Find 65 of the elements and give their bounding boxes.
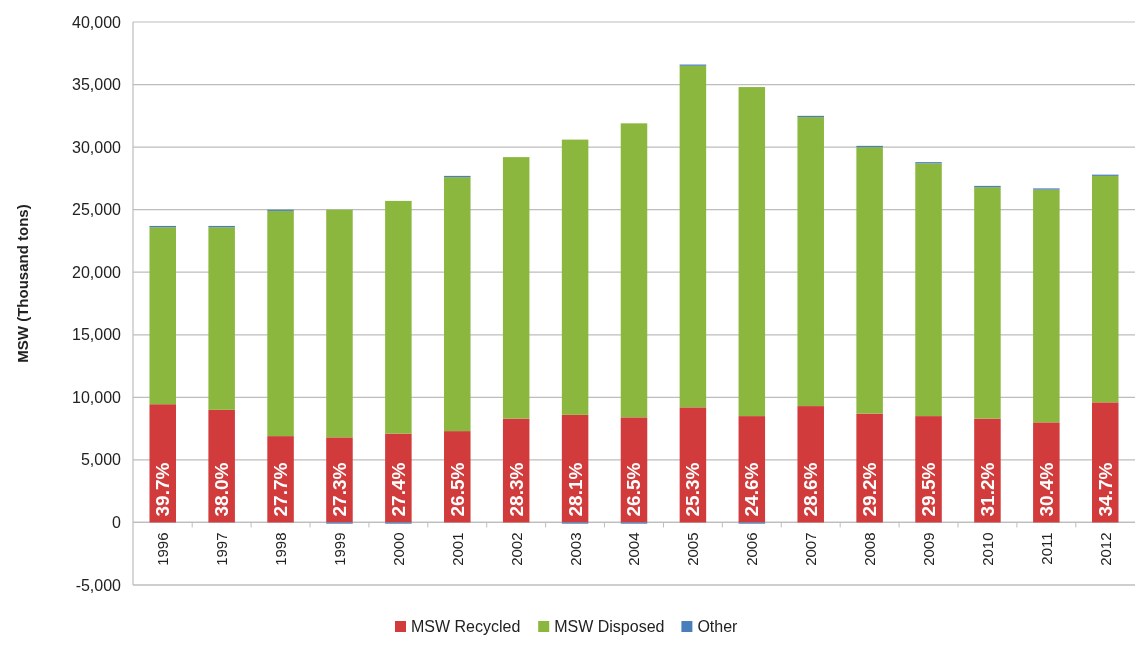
- annotation: 25.3%: [682, 462, 704, 517]
- y-tick-label: -5,000: [75, 576, 122, 594]
- annotation: 27.7%: [270, 462, 292, 517]
- bar: [326, 209, 353, 438]
- annotation: 24.6%: [741, 462, 763, 517]
- annotation: 30.4%: [1035, 462, 1057, 517]
- y-tick-label: 30,000: [72, 138, 122, 156]
- bar: [444, 177, 471, 432]
- annotation: 38.0%: [211, 462, 233, 517]
- legend-label: MSW Recycled: [411, 618, 521, 635]
- bar: [149, 227, 176, 405]
- x-tick-label: 2002: [507, 532, 525, 566]
- y-axis-title: MSW (Thousand tons): [13, 204, 31, 363]
- bar: [385, 200, 412, 434]
- x-tick-label: 2012: [1096, 532, 1114, 566]
- bar: [915, 163, 942, 417]
- y-tick-label: 35,000: [72, 76, 122, 94]
- x-tick-label: 1999: [330, 532, 348, 566]
- annotation: 28.3%: [505, 462, 527, 517]
- bar: [738, 87, 766, 417]
- x-tick-label: 2001: [448, 532, 466, 566]
- x-tick-label: 2010: [978, 532, 996, 566]
- bar: [1033, 189, 1060, 423]
- x-tick-label: 2007: [802, 532, 820, 566]
- bar: [620, 123, 648, 418]
- bar: [679, 65, 707, 408]
- x-tick-label: 2000: [389, 532, 407, 566]
- bar: [502, 157, 530, 419]
- annotation: 29.2%: [859, 462, 881, 517]
- legend-label: MSW Disposed: [554, 618, 665, 635]
- x-tick-label: 2011: [1037, 532, 1055, 565]
- x-tick-label: 2008: [861, 532, 879, 566]
- bar: [974, 187, 1001, 419]
- x-tick-label: 2003: [566, 532, 584, 566]
- bar: [267, 210, 294, 437]
- x-tick-label: 1996: [154, 532, 172, 566]
- y-tick-label: 5,000: [80, 451, 122, 469]
- x-tick-label: 2004: [625, 532, 643, 566]
- bar: [1092, 175, 1119, 403]
- annotation: 31.2%: [976, 462, 998, 517]
- bar: [856, 147, 883, 414]
- bar: [797, 117, 824, 407]
- annotation: 26.5%: [446, 462, 468, 517]
- annotation: 27.3%: [328, 462, 350, 517]
- y-tick-label: 15,000: [72, 326, 122, 344]
- y-tick-label: 40,000: [72, 13, 122, 31]
- annotation: 28.6%: [800, 462, 822, 517]
- annotation: 39.7%: [152, 462, 174, 517]
- legend-label: Other: [697, 618, 739, 635]
- x-tick-label: 1998: [272, 532, 290, 566]
- x-tick-label: 2006: [743, 532, 761, 566]
- x-tick-label: 2005: [684, 532, 702, 566]
- annotation: 29.5%: [918, 462, 940, 517]
- y-tick-label: 20,000: [72, 263, 122, 281]
- annotation: 28.1%: [564, 462, 586, 517]
- annotation: 26.5%: [623, 462, 645, 517]
- y-tick-label: 0: [112, 513, 122, 531]
- bar: [208, 227, 235, 410]
- annotation: 27.4%: [387, 462, 409, 517]
- y-tick-label: 10,000: [72, 388, 122, 406]
- y-tick-label: 25,000: [72, 201, 122, 219]
- x-tick-label: 1997: [213, 532, 231, 566]
- annotation: 34.7%: [1094, 462, 1116, 517]
- x-tick-label: 2009: [920, 532, 938, 566]
- bar: [561, 139, 589, 415]
